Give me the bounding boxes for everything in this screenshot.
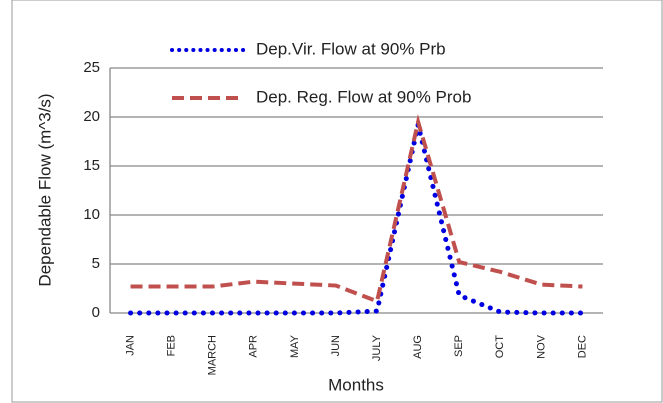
legend-label: Dep. Reg. Flow at 90% Prob xyxy=(256,87,471,106)
y-tick-label: 15 xyxy=(83,157,100,174)
y-tick-label: 5 xyxy=(92,255,100,272)
x-tick-label: AUG xyxy=(412,335,424,359)
frame xyxy=(11,0,663,403)
x-tick-label: FEB xyxy=(166,335,178,356)
x-tick-label: OCT xyxy=(494,335,506,359)
y-tick-label: 0 xyxy=(92,304,100,321)
x-tick-label: NOV xyxy=(535,334,547,359)
x-tick-label: APR xyxy=(248,335,260,358)
series-line xyxy=(128,124,585,316)
x-tick-label: DEC xyxy=(576,335,588,358)
series-line xyxy=(130,113,583,304)
y-tick-label: 20 xyxy=(83,108,100,125)
y-tick-label: 25 xyxy=(83,59,100,76)
legend-label: Dep.Vir. Flow at 90% Prb xyxy=(256,39,446,58)
x-tick-label: JAN xyxy=(124,335,136,356)
x-axis-label: Months xyxy=(328,375,384,394)
x-tick-label: SEP xyxy=(453,335,465,357)
x-tick-label: JULY xyxy=(371,334,383,361)
x-tick-label: MAY xyxy=(289,334,301,358)
y-axis-label: Dependable Flow (m^3/s) xyxy=(35,93,54,286)
y-tick-label: 10 xyxy=(83,206,100,223)
x-tick-label: JUN xyxy=(330,335,342,356)
x-tick-label: MARCH xyxy=(207,335,219,375)
